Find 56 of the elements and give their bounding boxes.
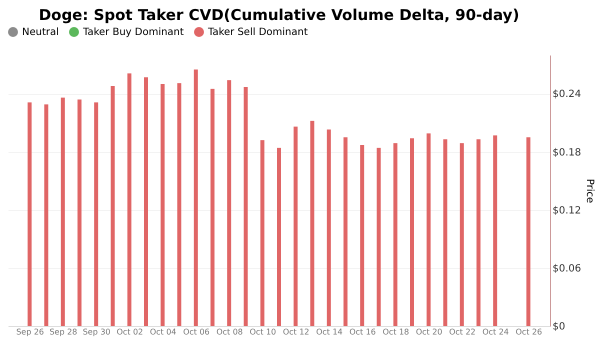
y-tick-label: $0.12 (552, 205, 582, 216)
x-tick-label: Oct 14 (316, 328, 343, 336)
bar (526, 137, 530, 326)
chart-title: Doge: Spot Taker CVD(Cumulative Volume Delta, 90-day) (38, 6, 520, 24)
x-tick-label: Oct 04 (150, 328, 176, 336)
x-tick-label: Oct 26 (516, 328, 542, 336)
x-tick-label: Oct 18 (382, 328, 410, 336)
bar (410, 138, 414, 326)
bar (44, 104, 48, 326)
bar (360, 145, 364, 326)
x-tick-label: Oct 08 (216, 328, 243, 336)
bar (110, 86, 115, 326)
x-tick-label: Oct 20 (416, 328, 442, 336)
x-tick-label: Oct 02 (116, 328, 144, 336)
bar (60, 98, 65, 326)
x-tick-label: Sep 26 (16, 328, 44, 336)
y-tick-label: $0.18 (552, 147, 582, 158)
x-tick-label: Oct 12 (282, 328, 310, 336)
x-tick-label: Oct 24 (482, 328, 509, 336)
legend-label: Neutral (22, 27, 59, 38)
y-axis-title: Price (584, 178, 596, 204)
x-tick-label: Oct 06 (183, 328, 210, 336)
bar (460, 143, 464, 326)
bar (326, 130, 331, 326)
bar (493, 135, 498, 326)
bar (244, 86, 248, 326)
bar (443, 139, 448, 326)
bar (277, 148, 281, 326)
y-tick-label: $0.06 (552, 263, 582, 274)
y-tick-label: $0.24 (552, 89, 582, 100)
bar (94, 102, 98, 326)
bar (310, 120, 314, 326)
y-tick-label: $0 (552, 322, 566, 332)
bar (376, 148, 381, 326)
bar (227, 80, 232, 326)
bar (426, 133, 431, 326)
bar (78, 100, 82, 326)
legend-label: Taker Sell Dominant (207, 27, 308, 38)
bar (28, 102, 32, 326)
bar (144, 77, 148, 326)
bar (210, 88, 214, 326)
x-tick-label: Oct 10 (250, 328, 276, 336)
bar (177, 83, 182, 326)
x-tick-label: Oct 16 (349, 328, 376, 336)
bar (393, 143, 398, 326)
bar (476, 139, 480, 326)
legend-label: Taker Buy Dominant (82, 27, 184, 38)
bar (294, 126, 298, 326)
x-tick-label: Oct 22 (449, 328, 476, 336)
bar (127, 73, 132, 326)
bar (160, 84, 165, 326)
x-tick-label: Sep 30 (82, 328, 111, 336)
x-tick-label: Sep 28 (49, 328, 78, 336)
bar (260, 140, 264, 326)
bar (194, 70, 198, 326)
bar (344, 137, 348, 326)
